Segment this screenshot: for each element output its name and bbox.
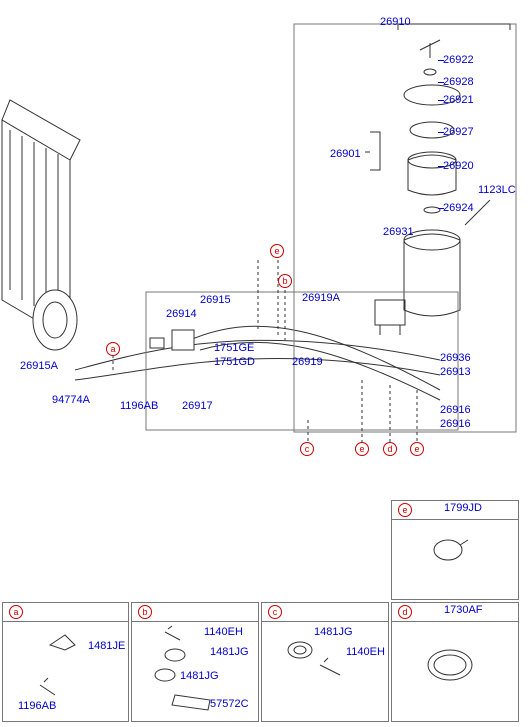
part-label[interactable]: 1730AF — [444, 604, 483, 616]
part-label[interactable]: 26936 — [440, 352, 471, 364]
leader — [438, 132, 444, 133]
part-label[interactable]: 1481JE — [88, 640, 125, 652]
leader — [438, 166, 444, 167]
part-label[interactable]: 1481JG — [210, 646, 249, 658]
callout-e: e — [355, 442, 369, 456]
part-label[interactable]: 26917 — [182, 400, 213, 412]
callout-c: c — [300, 442, 314, 456]
leader — [438, 208, 444, 209]
part-label[interactable]: 26928 — [443, 76, 474, 88]
part-label[interactable]: 1481JG — [180, 670, 219, 682]
callout-b: b — [278, 274, 292, 288]
part-label[interactable]: 1751GE — [214, 342, 254, 354]
legend-key-e: e — [398, 503, 412, 517]
part-label[interactable]: 26931 — [383, 226, 414, 238]
part-label[interactable]: 26927 — [443, 126, 474, 138]
part-label[interactable]: 57572C — [210, 698, 249, 710]
legend-box-e — [391, 500, 519, 600]
part-label[interactable]: 1140EH — [204, 626, 243, 638]
part-label[interactable]: 26924 — [443, 202, 474, 214]
part-label[interactable]: 1196AB — [120, 400, 158, 412]
leader — [438, 82, 444, 83]
leader — [438, 100, 444, 101]
part-label[interactable]: 26916 — [440, 418, 471, 430]
legend-box-d — [391, 602, 519, 722]
callout-e: e — [410, 442, 424, 456]
part-label[interactable]: 26916 — [440, 404, 471, 416]
part-label[interactable]: 26915A — [20, 360, 58, 372]
part-label[interactable]: 1123LC — [478, 184, 516, 196]
callout-a: a — [106, 342, 120, 356]
legend-key-a: a — [9, 605, 23, 619]
part-label[interactable]: 26919A — [302, 292, 340, 304]
part-label[interactable]: 26920 — [443, 160, 474, 172]
part-label[interactable]: 26915 — [200, 294, 231, 306]
part-label[interactable]: 94774A — [52, 394, 90, 406]
leader — [438, 60, 444, 61]
part-label[interactable]: 26913 — [440, 366, 471, 378]
legend-key-d: d — [398, 605, 412, 619]
legend-key-c: c — [268, 605, 282, 619]
part-label[interactable]: 26922 — [443, 54, 474, 66]
callout-d: d — [383, 442, 397, 456]
part-label[interactable]: 1481JG — [314, 626, 353, 638]
part-label[interactable]: 26919 — [292, 356, 323, 368]
part-label[interactable]: 26901 — [330, 148, 361, 160]
part-label[interactable]: 1751GD — [214, 356, 255, 368]
part-label[interactable]: 26910 — [380, 16, 411, 28]
legend-box-c — [261, 602, 389, 722]
callout-e: e — [270, 244, 284, 258]
part-label[interactable]: 26914 — [166, 308, 197, 320]
part-label[interactable]: 1140EH — [346, 646, 385, 658]
part-label[interactable]: 1799JD — [444, 502, 482, 514]
part-label[interactable]: 26921 — [443, 94, 474, 106]
part-label[interactable]: 1196AB — [18, 700, 56, 712]
legend-key-b: b — [138, 605, 152, 619]
